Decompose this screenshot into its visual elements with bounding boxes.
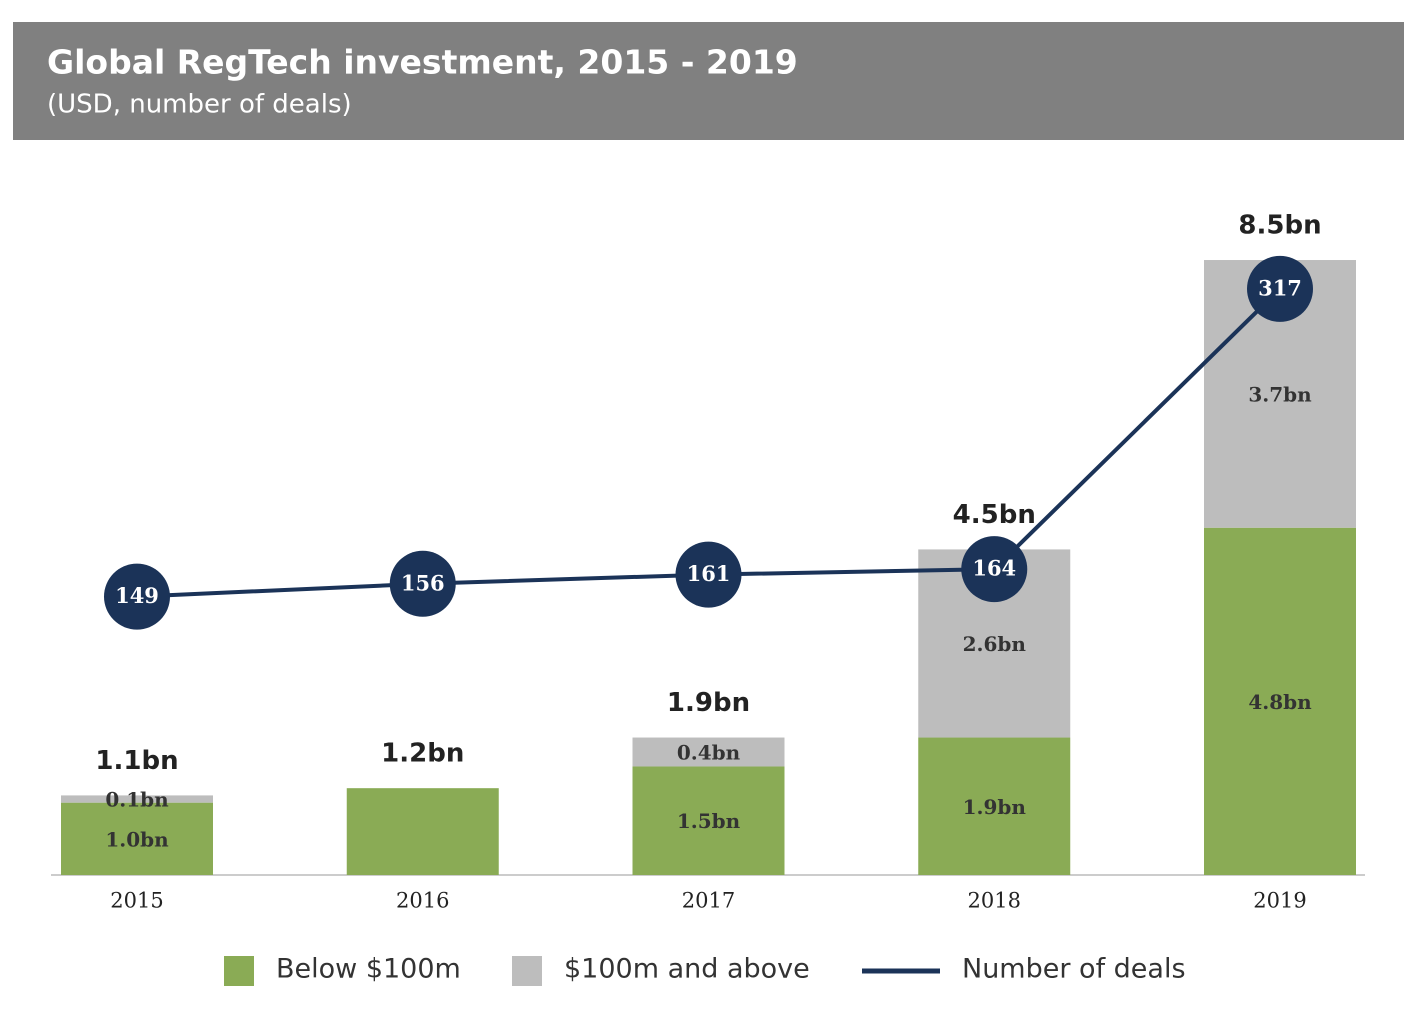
x-tick-label: 2017	[682, 889, 735, 913]
chart-subtitle: (USD, number of deals)	[47, 90, 352, 120]
segment-label: 4.8bn	[1248, 690, 1312, 714]
deal-marker	[1247, 255, 1313, 322]
bar-segment	[346, 788, 499, 875]
legend-label: Below $100m	[276, 954, 461, 985]
bar-segment	[61, 802, 213, 875]
segment-label: 1.5bn	[677, 809, 741, 833]
deal-label: 156	[401, 570, 445, 595]
legend-swatch	[512, 956, 542, 986]
legend-label: $100m and above	[564, 954, 810, 985]
chart-title: Global RegTech investment, 2015 - 2019	[47, 43, 798, 82]
bar-segment	[632, 766, 785, 875]
legend-swatch	[224, 956, 254, 986]
deal-label: 149	[115, 583, 159, 608]
total-label: 1.9bn	[667, 688, 750, 718]
x-tick-label: 2019	[1253, 889, 1306, 913]
total-label: 4.5bn	[953, 500, 1036, 530]
header-band	[13, 22, 1404, 140]
x-tick-label: 2018	[968, 889, 1021, 913]
deal-label: 161	[687, 561, 731, 586]
deal-label: 317	[1258, 275, 1302, 300]
bar-segment	[632, 737, 785, 767]
total-label: 8.5bn	[1238, 211, 1321, 241]
bar-segment	[61, 795, 213, 803]
total-label: 1.2bn	[381, 739, 464, 769]
segment-label: 3.7bn	[1248, 382, 1312, 406]
segment-label: 0.1bn	[105, 788, 169, 812]
segment-label: 2.6bn	[963, 632, 1027, 656]
bar-segment	[1204, 527, 1356, 875]
segment-label: 0.4bn	[677, 741, 741, 765]
bar-segment	[918, 737, 1071, 875]
segment-label: 1.9bn	[963, 795, 1027, 819]
total-label: 1.1bn	[95, 746, 178, 776]
segment-label: 1.0bn	[105, 827, 169, 851]
x-tick-label: 2016	[396, 889, 449, 913]
deal-marker	[961, 536, 1028, 603]
deal-label: 164	[972, 556, 1016, 581]
legend-label: Number of deals	[962, 954, 1186, 985]
deal-marker	[389, 550, 456, 617]
deal-marker	[675, 541, 742, 608]
x-tick-label: 2015	[110, 889, 163, 913]
deal-marker	[104, 563, 170, 630]
